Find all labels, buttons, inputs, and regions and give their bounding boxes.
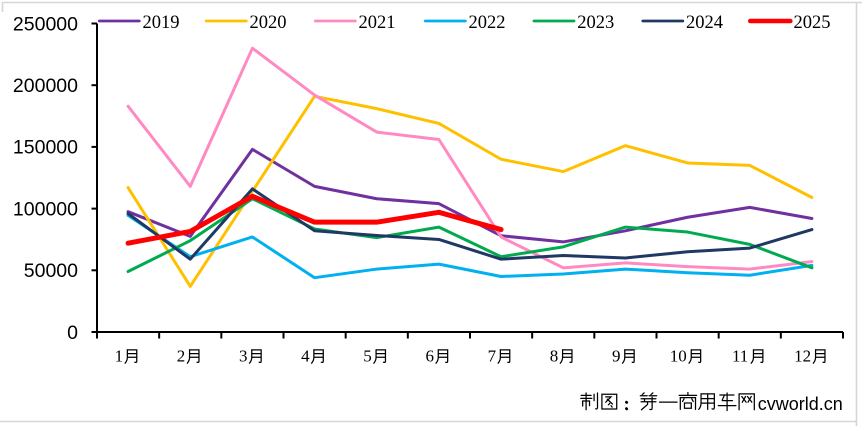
svg-text:2019: 2019 xyxy=(143,13,180,33)
svg-text:100000: 100000 xyxy=(13,198,78,220)
svg-text:2022: 2022 xyxy=(469,13,506,33)
svg-text:4: 4 xyxy=(301,347,310,366)
svg-text:2023: 2023 xyxy=(577,13,614,33)
svg-text:11: 11 xyxy=(732,347,748,366)
svg-text:5: 5 xyxy=(363,347,372,366)
svg-text:10: 10 xyxy=(670,347,687,366)
svg-text:3: 3 xyxy=(239,347,248,366)
svg-text:6: 6 xyxy=(425,347,434,366)
svg-text:9: 9 xyxy=(612,347,621,366)
svg-text:250000: 250000 xyxy=(13,13,78,35)
svg-text:2: 2 xyxy=(177,347,186,366)
svg-text:2020: 2020 xyxy=(250,13,287,33)
svg-text:200000: 200000 xyxy=(13,75,78,97)
svg-text:150000: 150000 xyxy=(13,137,78,159)
svg-text:1: 1 xyxy=(115,347,124,366)
svg-text:2024: 2024 xyxy=(686,13,723,33)
svg-text:50000: 50000 xyxy=(24,260,78,282)
svg-text:2025: 2025 xyxy=(794,13,831,33)
svg-text:8: 8 xyxy=(550,347,559,366)
svg-text:0: 0 xyxy=(67,322,78,344)
svg-text:7: 7 xyxy=(488,347,497,366)
svg-text:2021: 2021 xyxy=(359,13,396,33)
svg-text:12: 12 xyxy=(794,347,811,366)
svg-text:cvworld.cn: cvworld.cn xyxy=(758,394,843,414)
